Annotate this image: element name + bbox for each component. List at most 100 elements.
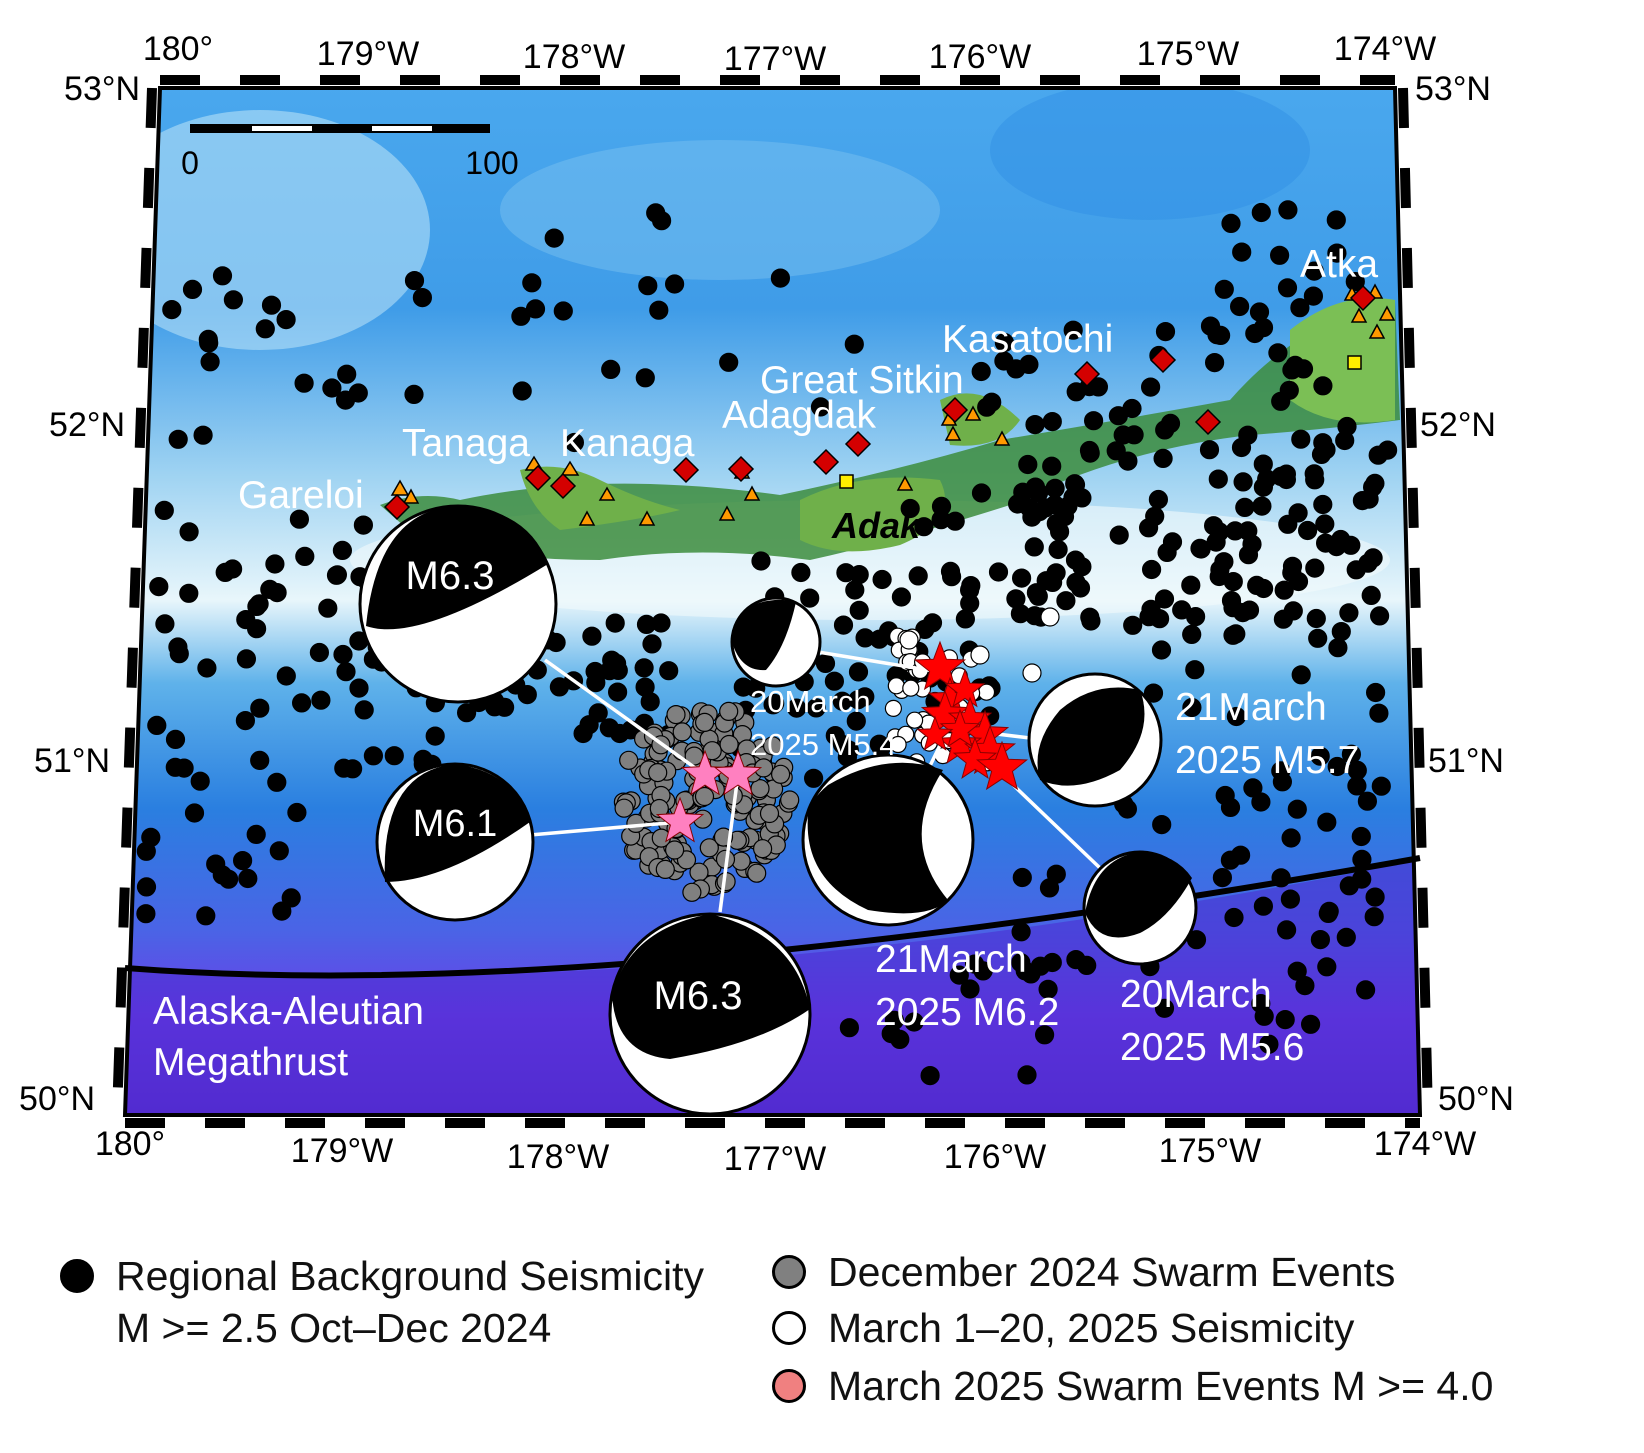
- background-event-dot: [1281, 828, 1301, 848]
- background-event-dot: [332, 540, 352, 561]
- background-event-dot: [1365, 887, 1385, 907]
- background-event-dot: [1351, 826, 1371, 847]
- background-event-dot: [165, 757, 185, 777]
- background-event-dot: [1369, 703, 1389, 723]
- background-event-dot: [1154, 998, 1175, 1018]
- background-event-dot: [154, 500, 174, 520]
- background-event-dot: [1039, 878, 1060, 898]
- background-event-dot: [412, 288, 432, 308]
- beachball-m63-south: M6.3: [608, 912, 812, 1116]
- background-event-dot: [168, 429, 188, 449]
- left-tick-label: 51°N: [34, 742, 110, 780]
- background-event-dot: [1242, 534, 1262, 554]
- background-event-dot: [1221, 213, 1241, 233]
- background-event-dot: [1152, 814, 1172, 835]
- background-event-dot: [215, 562, 235, 583]
- background-event-dot: [839, 1018, 860, 1038]
- background-event-dot: [196, 906, 216, 926]
- right-axis-labels: 53°N 52°N 51°N 50°N: [1415, 70, 1514, 1118]
- background-event-dot: [904, 1012, 924, 1032]
- background-event-dot: [1226, 706, 1247, 727]
- background-event-dot: [1317, 957, 1337, 977]
- background-event-dot: [512, 381, 532, 401]
- background-event-dot: [295, 546, 315, 567]
- background-event-dot: [1364, 907, 1384, 927]
- background-event-dot: [940, 561, 961, 582]
- background-event-dot: [1182, 624, 1202, 645]
- bottom-tick-label: 178°W: [507, 1138, 609, 1176]
- trench-label-line1: Alaska-Aleutian: [153, 990, 424, 1033]
- background-event-dot: [1319, 901, 1339, 921]
- background-event-dot: [1243, 778, 1263, 798]
- background-event-dot: [601, 359, 621, 379]
- background-event-dot: [1355, 980, 1376, 1000]
- top-tick-label: 179°W: [317, 35, 419, 73]
- background-event-dot: [250, 750, 270, 771]
- volcano-markers: [383, 283, 1396, 526]
- background-event-dot: [1352, 869, 1372, 889]
- background-event-dot: [1253, 896, 1274, 916]
- background-event-dot: [1326, 210, 1346, 230]
- background-event-dot: [1337, 416, 1357, 437]
- background-event-dot: [404, 384, 424, 404]
- march-swarm-star: [916, 715, 954, 751]
- event-label-m56-mag: 2025 M5.6: [1120, 1026, 1304, 1069]
- background-event-dot: [1018, 454, 1038, 475]
- december-swarm-dot: [702, 741, 722, 761]
- background-event-dot: [1279, 380, 1299, 400]
- background-event-dot: [651, 211, 672, 231]
- background-event-dot: [1200, 316, 1221, 336]
- event-label-m57-date: 21March: [1175, 686, 1327, 729]
- background-event-dot: [836, 563, 856, 583]
- march-event-dot: [1040, 607, 1060, 627]
- background-event-dot: [638, 276, 658, 296]
- december-swarm-dot: [752, 839, 773, 859]
- background-event-dot: [1215, 785, 1235, 806]
- background-event-dot: [162, 300, 182, 320]
- background-event-dot: [1229, 296, 1250, 317]
- background-event-dot: [803, 768, 824, 788]
- background-event-dot: [522, 273, 542, 293]
- background-event-dot: [833, 615, 854, 635]
- legend-label: March 1–20, 2025 Seismicity: [828, 1305, 1355, 1351]
- march-event-dot: [970, 645, 990, 665]
- background-event-dot: [1316, 440, 1336, 460]
- background-event-dot: [1204, 353, 1225, 373]
- background-event-dot: [971, 483, 992, 503]
- background-event-dot: [564, 432, 585, 453]
- background-event-dot: [1011, 568, 1032, 588]
- event-label-m62-mag: 2025 M6.2: [875, 991, 1059, 1034]
- background-event-dot: [1352, 849, 1372, 870]
- background-event-dot: [1066, 572, 1086, 593]
- background-event-dot: [233, 850, 253, 871]
- background-event-dot: [1341, 744, 1362, 764]
- background-event-dot: [1365, 682, 1386, 703]
- background-event-dot: [1291, 429, 1311, 449]
- background-event-dot: [1315, 514, 1335, 534]
- top-tick-label: 176°W: [929, 38, 1031, 76]
- background-event-dot: [179, 583, 199, 603]
- legend-label: M >= 2.5 Oct–Dec 2024: [116, 1305, 552, 1351]
- volcano-label-gareloi: Gareloi: [238, 474, 364, 517]
- december-swarm-dot: [649, 798, 669, 819]
- background-event-dot: [261, 295, 282, 315]
- background-event-dot: [1210, 560, 1230, 580]
- background-event-dot: [1066, 382, 1086, 402]
- background-event-dot: [1276, 920, 1297, 940]
- background-event-dot: [949, 965, 969, 985]
- background-event-dot: [1065, 474, 1085, 494]
- background-event-dot: [1017, 1065, 1037, 1085]
- background-event-dot: [287, 802, 307, 823]
- volcano-labels: Atka Kasatochi Great Sitkin Adagdak Tana…: [238, 243, 1378, 517]
- large-event-star: [655, 796, 705, 843]
- beachball-label: M6.3: [654, 974, 743, 1018]
- background-event-dot: [236, 609, 256, 630]
- event-label-m62-date: 21March: [875, 938, 1027, 981]
- background-event-dot: [190, 771, 210, 791]
- december-swarm-dot: [666, 704, 686, 725]
- background-event-dot: [1282, 563, 1302, 583]
- right-tick-label: 52°N: [1420, 406, 1496, 444]
- march-event-dot: [889, 735, 907, 754]
- december-swarm-dot: [719, 701, 739, 722]
- background-event-dot: [1223, 598, 1243, 618]
